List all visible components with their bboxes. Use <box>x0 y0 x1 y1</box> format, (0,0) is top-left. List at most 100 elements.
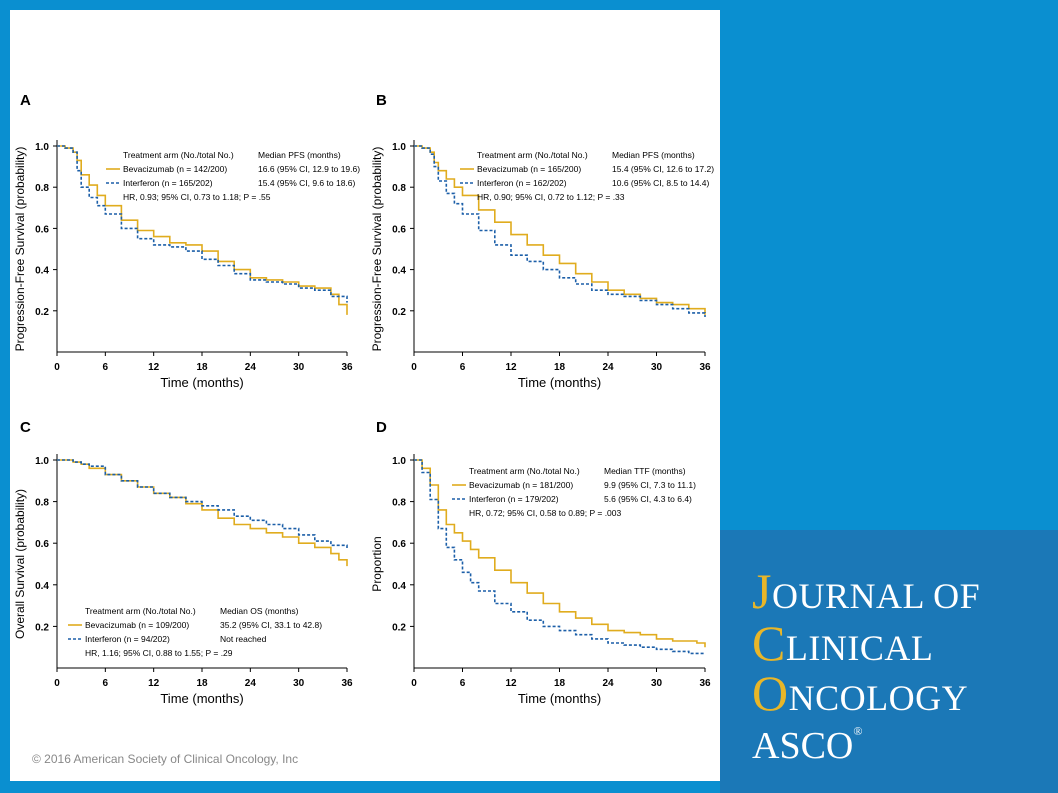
legend-header-arm: Treatment arm (No./total No.) <box>469 466 580 476</box>
x-tick-label: 0 <box>411 678 417 689</box>
legend-header-arm: Treatment arm (No./total No.) <box>123 150 234 160</box>
x-tick-label: 18 <box>554 362 566 373</box>
chart-panel-a: A 0 6 12 18 24 30 36 0.2 0.4 0.6 0.8 1.0 Time (months… <box>13 92 360 390</box>
journal-line-1-initial: J <box>752 563 772 619</box>
copyright-notice: © 2016 American Society of Clinical Onco… <box>32 752 299 766</box>
x-tick-label: 36 <box>699 362 711 373</box>
legend-median-interferon: 5.6 (95% CI, 4.3 to 6.4) <box>604 494 692 504</box>
y-tick-label: 0.2 <box>35 307 49 318</box>
legend-entry-bevacizumab: Bevacizumab (n = 181/200) <box>469 480 573 490</box>
x-tick-label: 6 <box>103 362 109 373</box>
y-tick-label: 0.8 <box>35 183 49 194</box>
legend-header-arm: Treatment arm (No./total No.) <box>477 150 588 160</box>
y-axis-label: Progression-Free Survival (probability) <box>370 147 384 352</box>
y-tick-label: 0.6 <box>392 539 406 550</box>
legend-entry-bevacizumab: Bevacizumab (n = 165/200) <box>477 164 581 174</box>
x-tick-label: 12 <box>505 362 517 373</box>
x-tick-label: 12 <box>148 362 160 373</box>
legend-header-median: Median OS (months) <box>220 606 299 616</box>
x-tick-label: 30 <box>651 678 663 689</box>
legend-entry-interferon: Interferon (n = 165/202) <box>123 178 213 188</box>
y-tick-label: 0.8 <box>35 498 49 509</box>
y-tick-label: 0.2 <box>392 307 406 318</box>
legend-header-median: Median TTF (months) <box>604 466 686 476</box>
y-tick-label: 0.8 <box>392 498 406 509</box>
y-tick-label: 0.8 <box>392 183 406 194</box>
y-tick-label: 1.0 <box>392 142 406 153</box>
journal-title-line-2: CLINICAL <box>752 614 933 672</box>
journal-title-line-1: JOURNAL OF <box>752 562 980 620</box>
journal-line-3-initial: O <box>752 665 789 721</box>
hazard-ratio-text: HR, 0.93; 95% CI, 0.73 to 1.18; P = .55 <box>123 192 271 202</box>
y-tick-label: 1.0 <box>35 456 49 467</box>
chart-panel-d: D 0 6 12 18 24 30 36 0.2 0.4 0.6 0.8 1.0 Time (months… <box>370 419 711 706</box>
x-tick-label: 36 <box>341 362 353 373</box>
chart-panel-c: C 0 6 12 18 24 30 36 0.2 0.4 0.6 0.8 1.0 Time (months… <box>13 419 353 706</box>
figure-slide <box>10 10 720 781</box>
x-tick-label: 36 <box>341 678 353 689</box>
legend-median-interferon: Not reached <box>220 634 267 644</box>
legend-entry-bevacizumab: Bevacizumab (n = 142/200) <box>123 164 227 174</box>
hazard-ratio-text: HR, 1.16; 95% CI, 0.88 to 1.55; P = .29 <box>85 648 233 658</box>
x-tick-label: 12 <box>148 678 160 689</box>
x-tick-label: 0 <box>54 678 60 689</box>
legend-entry-interferon: Interferon (n = 94/202) <box>85 634 170 644</box>
y-tick-label: 0.2 <box>392 622 406 633</box>
legend-header-median: Median PFS (months) <box>612 150 695 160</box>
y-axis-label: Overall Survival (probability) <box>13 489 27 639</box>
x-tick-label: 30 <box>651 362 663 373</box>
y-tick-label: 0.6 <box>35 224 49 235</box>
series-line-bevacizumab <box>414 459 706 648</box>
series-line-bevacizumab <box>57 459 348 567</box>
legend-entry-interferon: Interferon (n = 179/202) <box>469 494 559 504</box>
chart-panel-b: B 0 6 12 18 24 30 36 0.2 0.4 0.6 0.8 1.0 Time (months… <box>370 92 714 390</box>
panel-label: D <box>376 419 387 436</box>
journal-line-3-text: NCOLOGY <box>788 678 969 718</box>
legend-header-median: Median PFS (months) <box>258 150 341 160</box>
hazard-ratio-text: HR, 0.72; 95% CI, 0.58 to 0.89; P = .003 <box>469 508 622 518</box>
x-axis-label: Time (months) <box>160 375 243 390</box>
y-axis-label: Proportion <box>370 536 384 591</box>
x-tick-label: 30 <box>293 678 305 689</box>
series-line-bevacizumab <box>57 145 348 315</box>
x-tick-label: 24 <box>602 362 614 373</box>
journal-line-2-text: LINICAL <box>785 628 934 668</box>
y-tick-label: 1.0 <box>392 456 406 467</box>
x-axis-label: Time (months) <box>518 691 601 706</box>
panel-label: B <box>376 92 387 109</box>
x-tick-label: 24 <box>602 678 614 689</box>
legend-median-bevacizumab: 16.6 (95% CI, 12.9 to 19.6) <box>258 164 360 174</box>
legend-median-bevacizumab: 15.4 (95% CI, 12.6 to 17.2) <box>612 164 714 174</box>
journal-title-line-3: ONCOLOGY <box>752 664 968 722</box>
x-tick-label: 36 <box>699 678 711 689</box>
y-tick-label: 0.4 <box>392 581 406 592</box>
x-tick-label: 0 <box>411 362 417 373</box>
x-tick-label: 18 <box>196 678 208 689</box>
registered-mark: ® <box>853 724 863 738</box>
x-tick-label: 24 <box>245 678 257 689</box>
legend-median-bevacizumab: 35.2 (95% CI, 33.1 to 42.8) <box>220 620 322 630</box>
legend-median-interferon: 10.6 (95% CI, 8.5 to 14.4) <box>612 178 710 188</box>
series-line-bevacizumab <box>414 145 706 315</box>
asco-wordmark: ASCO <box>752 725 854 767</box>
y-axis-label: Progression-Free Survival (probability) <box>13 147 27 352</box>
x-tick-label: 6 <box>103 678 109 689</box>
y-tick-label: 0.4 <box>35 581 49 592</box>
y-tick-label: 0.4 <box>392 266 406 277</box>
x-tick-label: 30 <box>293 362 305 373</box>
series-line-interferon <box>414 145 706 317</box>
x-tick-label: 12 <box>505 678 517 689</box>
legend-median-interferon: 15.4 (95% CI, 9.6 to 18.6) <box>258 178 356 188</box>
y-tick-label: 0.6 <box>35 539 49 550</box>
journal-line-1-text: OURNAL OF <box>771 576 981 616</box>
asco-logo: ASCO® <box>752 724 863 768</box>
y-tick-label: 1.0 <box>35 142 49 153</box>
series-line-interferon <box>57 459 348 550</box>
legend-median-bevacizumab: 9.9 (95% CI, 7.3 to 11.1) <box>604 480 696 490</box>
x-tick-label: 18 <box>196 362 208 373</box>
x-tick-label: 0 <box>54 362 60 373</box>
legend-entry-interferon: Interferon (n = 162/202) <box>477 178 567 188</box>
x-tick-label: 24 <box>245 362 257 373</box>
x-axis-label: Time (months) <box>160 691 243 706</box>
